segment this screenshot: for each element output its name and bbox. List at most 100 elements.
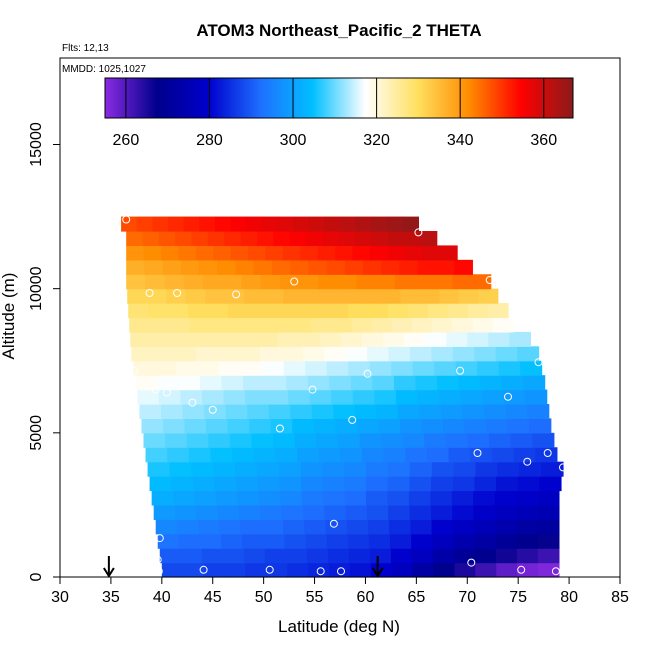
heatmap-cell: [297, 447, 320, 463]
heatmap-cell: [510, 432, 533, 448]
heatmap-cell: [256, 331, 279, 347]
heatmap-cell: [237, 490, 260, 506]
heatmap-cell: [541, 461, 564, 477]
heatmap-cell: [165, 432, 188, 448]
heatmap-cell: [537, 533, 560, 549]
heatmap-cell: [478, 288, 499, 304]
heatmap-cell: [537, 504, 560, 520]
heatmap-cell: [350, 375, 373, 391]
heatmap-cell: [453, 548, 476, 564]
y-tick-label: 0: [28, 572, 45, 581]
heatmap-cell: [144, 259, 164, 275]
heatmap-cell: [158, 389, 182, 405]
heatmap-cell: [383, 447, 406, 463]
heatmap-cell: [313, 418, 336, 434]
heatmap-cell: [402, 432, 425, 448]
heatmap-cell: [409, 476, 432, 492]
heatmap-cell: [189, 317, 211, 333]
heatmap-cell: [371, 317, 393, 333]
heatmap-cell: [474, 476, 497, 492]
heatmap-cell: [235, 259, 255, 275]
heatmap-cell: [468, 303, 489, 319]
heatmap-cell: [329, 562, 351, 578]
heatmap-cell: [260, 504, 283, 520]
heatmap-cell: [404, 231, 421, 247]
heatmap-cell: [241, 274, 262, 290]
heatmap-cell: [367, 346, 390, 362]
heatmap-cell: [287, 562, 309, 578]
heatmap-cell: [217, 259, 237, 275]
heatmap-cell: [352, 389, 375, 405]
arrow-head: [103, 567, 115, 578]
heatmap-cell: [523, 375, 546, 391]
heatmap-cell: [271, 259, 291, 275]
heatmap-cell: [290, 317, 312, 333]
heatmap-cell: [495, 519, 518, 535]
sample-point: [456, 366, 465, 375]
heatmap-cell: [197, 360, 220, 376]
heatmap-cell: [228, 303, 249, 319]
heatmap-cell: [279, 274, 300, 290]
heatmap-cell: [127, 288, 148, 304]
heatmap-cell: [399, 418, 423, 434]
heatmap-cell: [180, 389, 203, 405]
heatmap-cell: [208, 303, 229, 319]
heatmap-cell: [240, 231, 258, 247]
heatmap-cell: [419, 288, 440, 304]
heatmap-cell: [458, 288, 479, 304]
sample-point: [155, 534, 164, 543]
heatmap-cell: [433, 274, 453, 290]
heatmap-cell: [452, 317, 474, 333]
heatmap-cell: [289, 231, 307, 247]
heatmap-cell: [324, 504, 347, 520]
heatmap-cell: [381, 259, 401, 275]
heatmap-cell: [294, 432, 317, 448]
heatmap-cell: [391, 317, 413, 333]
heatmap-cell: [309, 389, 332, 405]
heatmap-cell: [394, 274, 415, 290]
heatmap-cell: [495, 548, 518, 564]
heatmap-cell: [326, 259, 346, 275]
heatmap-cell: [224, 288, 245, 304]
heatmap-cell: [174, 346, 197, 362]
heatmap-cell: [130, 331, 152, 347]
heatmap-cell: [175, 231, 193, 247]
heatmap-cell: [265, 245, 284, 261]
heatmap-cell: [397, 404, 421, 420]
heatmap-cell: [393, 375, 416, 391]
heatmap-cell: [264, 548, 287, 564]
sample-point: [485, 276, 494, 284]
heatmap-cell: [372, 375, 395, 391]
heatmap-cell: [186, 432, 209, 448]
heatmap-cell: [217, 346, 240, 362]
heatmap-cell: [517, 562, 539, 578]
heatmap-cell: [367, 519, 390, 535]
heatmap-cell: [142, 231, 160, 247]
heatmap-cell: [298, 331, 321, 347]
heatmap-cell: [498, 360, 521, 376]
heatmap-cell: [355, 216, 373, 232]
heatmap-cell: [167, 447, 190, 463]
heatmap-cell: [532, 432, 555, 448]
heatmap-cell: [362, 447, 385, 463]
heatmap-cell: [452, 476, 475, 492]
heatmap-cell: [182, 404, 205, 420]
heatmap-cell: [324, 216, 341, 232]
heatmap-cell: [290, 404, 313, 420]
colorbar-tick-label: 300: [280, 132, 307, 149]
heatmap-cell: [494, 490, 517, 506]
sample-point: [467, 558, 476, 567]
heatmap-cell: [305, 533, 328, 549]
sample-point: [534, 358, 543, 367]
heatmap-cell: [185, 288, 206, 304]
heatmap-cell: [368, 303, 389, 319]
heatmap-cell: [224, 562, 247, 578]
heatmap-cell: [195, 245, 214, 261]
heatmap-cell: [391, 360, 414, 376]
heatmap-cell: [361, 288, 382, 304]
mmdd-label: MMDD: 1025,1027: [62, 64, 146, 75]
sample-point: [208, 405, 217, 414]
heatmap-cell: [426, 447, 450, 463]
sample-point: [199, 565, 208, 574]
heatmap-cell: [135, 375, 158, 391]
